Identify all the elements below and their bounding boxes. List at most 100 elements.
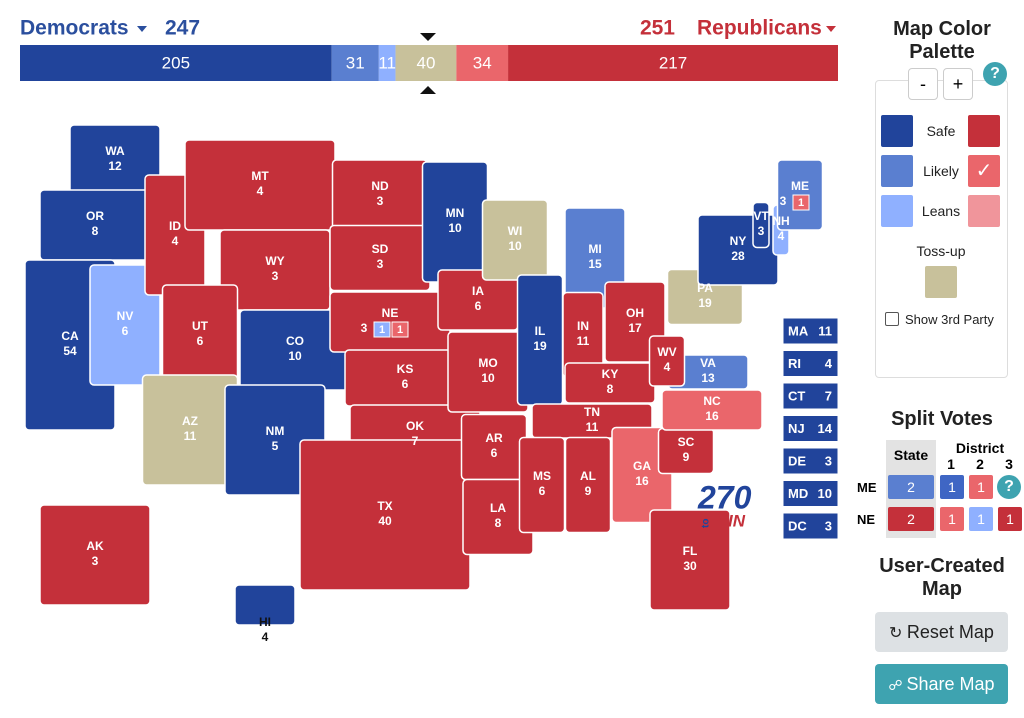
state-abbr: WI (508, 224, 523, 238)
bar-label: 40 (416, 53, 435, 72)
state-abbr: CO (286, 334, 304, 348)
district-cell: 1 (969, 507, 993, 531)
state-ev: 3 (361, 321, 368, 335)
state-ev: 11 (184, 429, 197, 443)
state-ev: 6 (122, 324, 129, 338)
row-state: NE (857, 512, 876, 527)
dem-label[interactable]: Democrats (20, 17, 129, 40)
state-shape (234, 584, 296, 626)
marker-top (420, 33, 436, 41)
state-abbr: NC (703, 394, 721, 408)
checkbox[interactable] (885, 312, 899, 326)
rep-label[interactable]: Republicans (697, 17, 822, 40)
state-ev: 4 (257, 184, 264, 198)
share-button[interactable]: ☍ Share Map (875, 664, 1008, 704)
small-state-box (782, 512, 839, 540)
state-abbr: NY (730, 234, 747, 248)
tossup-label: Toss-up (916, 243, 966, 259)
district-ev: 1 (379, 324, 385, 336)
small-state-abbr: DE (788, 453, 806, 468)
state-abbr: MO (478, 356, 497, 370)
state-abbr: FL (683, 544, 698, 558)
small-state-box (782, 317, 839, 345)
state-ev: 6 (491, 446, 498, 460)
rep-total: 251 (640, 17, 675, 40)
state-shape (661, 389, 763, 431)
state-ev: 10 (508, 239, 522, 253)
state-ev: 7 (412, 434, 419, 448)
state-abbr: SD (372, 242, 389, 256)
caret (137, 26, 147, 32)
third-party-label[interactable]: Show 3rd Party (905, 312, 994, 327)
state-ev: 10 (288, 349, 302, 363)
small-state-abbr: CT (788, 388, 805, 403)
state-ev: 17 (628, 321, 642, 335)
state-ev: 9 (585, 484, 592, 498)
state-abbr: AZ (182, 414, 198, 428)
small-state-abbr: DC (788, 518, 807, 533)
state-ev: 19 (533, 339, 547, 353)
state-abbr: GA (633, 459, 651, 473)
tossup-swatch[interactable] (925, 266, 957, 298)
state-abbr: AK (86, 539, 104, 553)
swatch (968, 195, 1000, 227)
state-shape (752, 201, 770, 249)
state-abbr: OK (406, 419, 424, 433)
district-number: 2 (976, 456, 984, 472)
district-box (373, 321, 391, 338)
state-ev: 4 (262, 630, 269, 644)
state-ev: 4 (172, 234, 179, 248)
state-abbr: VT (753, 209, 769, 223)
state-abbr: VA (700, 356, 716, 370)
state-ev: 19 (698, 296, 712, 310)
help-icon[interactable]: ? (983, 62, 1007, 86)
bar-label: 11 (378, 53, 396, 72)
state-ev: 12 (108, 159, 122, 173)
state-abbr: MS (533, 469, 551, 483)
state-ev: 15 (588, 257, 602, 271)
swatch (881, 155, 913, 187)
swatch (881, 195, 913, 227)
state-ev: 30 (683, 559, 697, 573)
marker-bottom (420, 86, 436, 94)
state-ev: 3 (758, 224, 765, 238)
states (24, 124, 824, 626)
help-icon[interactable]: ? (997, 475, 1021, 499)
bar-segment (20, 45, 332, 81)
state-abbr: WA (105, 144, 125, 158)
share-label: Share Map (906, 674, 995, 694)
state-ev: 16 (635, 474, 649, 488)
district-number: 1 (947, 456, 955, 472)
state-abbr: HI (259, 615, 271, 629)
small-state-ev: 14 (818, 421, 833, 436)
plus-button[interactable]: + (943, 68, 973, 100)
user-map-title: User-Created Map (879, 555, 1005, 600)
state-ev: 4 (664, 360, 671, 374)
state-shape (39, 504, 151, 606)
reset-button[interactable]: ↻ Reset Map (875, 612, 1008, 652)
small-state-box (782, 447, 839, 475)
swatch (881, 115, 913, 147)
small-state-ev: 4 (825, 356, 833, 371)
state-abbr: IL (535, 324, 546, 338)
state-ev: 3 (780, 194, 787, 208)
state-abbr: NE (382, 306, 399, 320)
map-area: Democrats 247 251 Republicans 205 31 11 40 3… (20, 17, 839, 644)
state-ev: 11 (577, 334, 590, 348)
state-abbr: OR (86, 209, 104, 223)
district-cell: 1 (998, 507, 1022, 531)
split-title: Split Votes (891, 408, 993, 430)
row-label: Safe (926, 123, 956, 139)
state-ev: 11 (586, 420, 599, 434)
small-state-abbr: MD (788, 486, 808, 501)
state-shape (649, 509, 731, 611)
state-ev: 4 (778, 229, 785, 243)
bar-segment (508, 45, 838, 81)
minus-button[interactable]: - (908, 68, 938, 100)
state-abbr: ND (371, 179, 389, 193)
state-shape (518, 436, 566, 534)
bar-label: 205 (162, 53, 190, 72)
small-state-abbr: MA (788, 323, 809, 338)
state-ev: 28 (731, 249, 745, 263)
small-state-ev: 7 (825, 388, 832, 403)
